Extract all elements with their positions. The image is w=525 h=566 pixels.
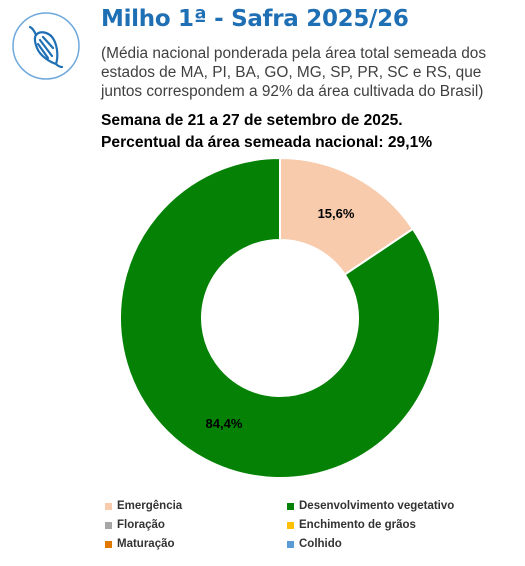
legend-label: Emergência <box>117 500 183 512</box>
subtitle: (Média nacional ponderada pela área tota… <box>101 45 487 100</box>
legend-item: Floração <box>105 519 165 531</box>
page-title: Milho 1ª - Safra 2025/26 <box>101 6 409 32</box>
national-percent: Percentual da área semeada nacional: 29,… <box>101 134 433 151</box>
legend-label: Colhido <box>299 538 342 550</box>
legend-label: Enchimento de grãos <box>299 519 416 531</box>
legend-label: Desenvolvimento vegetativo <box>299 500 455 512</box>
corn-logo-icon <box>12 12 80 80</box>
legend-item: Enchimento de grãos <box>287 519 416 531</box>
donut-chart: 15,6% 84,4% <box>119 156 441 479</box>
legend-swatch <box>105 502 112 510</box>
week-range: Semana de 21 a 27 de setembro de 2025. <box>101 112 403 129</box>
legend-swatch <box>287 521 294 529</box>
legend-item: Maturação <box>105 538 175 550</box>
legend-swatch <box>105 521 112 529</box>
slice-label-0: 15,6% <box>318 206 355 221</box>
legend-swatch <box>287 502 294 510</box>
legend-item: Emergência <box>105 500 182 512</box>
legend-item: Colhido <box>287 538 342 550</box>
legend-swatch <box>287 540 294 548</box>
legend-label: Maturação <box>117 538 175 550</box>
slice-label-1: 84,4% <box>206 416 243 431</box>
legend-swatch <box>105 540 112 548</box>
donut-slice-1 <box>119 156 441 479</box>
legend-item: Desenvolvimento vegetativo <box>287 500 454 512</box>
legend-label: Floração <box>117 519 165 531</box>
